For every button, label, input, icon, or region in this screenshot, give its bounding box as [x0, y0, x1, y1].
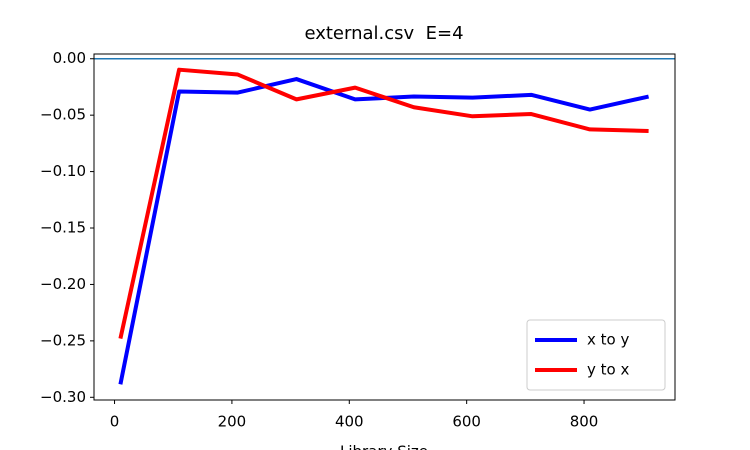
legend-box [526, 319, 666, 391]
legend-label: x to y [587, 331, 629, 349]
x-tick-label: 600 [452, 413, 481, 431]
y-tick-label: 0.00 [53, 49, 86, 67]
x-tick-label: 800 [570, 413, 599, 431]
x-tick-label: 0 [110, 413, 120, 431]
x-tick-label: 400 [335, 413, 364, 431]
y-tick-label: −0.15 [40, 219, 86, 237]
plot-frame [93, 53, 676, 401]
x-axis-label: Library Size [340, 443, 428, 450]
series-line [118, 67, 649, 340]
x-tick-label: 200 [218, 413, 247, 431]
y-tick-label: −0.25 [40, 331, 86, 349]
legend-label: y to x [587, 361, 629, 379]
y-tick-label: −0.20 [40, 275, 86, 293]
chart-title: external.csv E=4 [304, 23, 463, 44]
y-tick-label: −0.10 [40, 162, 86, 180]
y-tick-label: −0.30 [40, 388, 86, 406]
y-tick-label: −0.05 [40, 106, 86, 124]
